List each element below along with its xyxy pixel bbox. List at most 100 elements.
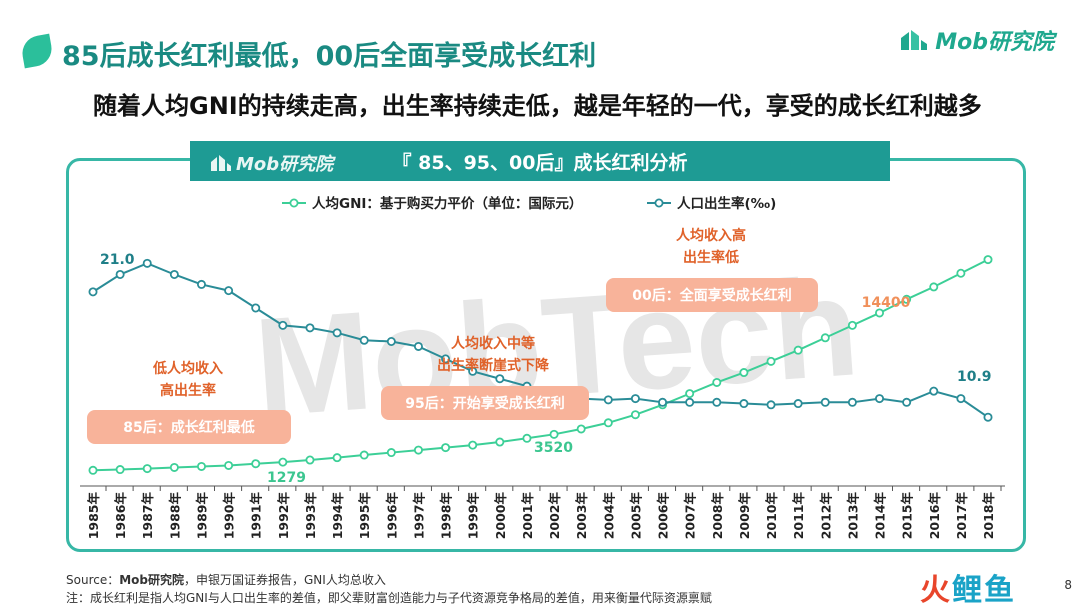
legend-label-birth-rate: 人口出生率(‰) bbox=[677, 195, 776, 212]
x-tick-label: 2003年 bbox=[574, 492, 589, 540]
series-line-gni bbox=[92, 258, 989, 472]
data-point-gni bbox=[332, 453, 342, 463]
x-tick-label: 2015年 bbox=[900, 492, 915, 540]
x-tick-label: 1991年 bbox=[249, 492, 264, 540]
x-tick-label: 1986年 bbox=[113, 492, 128, 540]
chart-title: 『 85、95、00后』成长红利分析 bbox=[190, 141, 890, 181]
data-point-gni bbox=[196, 461, 206, 471]
data-point-gni bbox=[305, 455, 315, 465]
data-point-gni bbox=[956, 268, 966, 278]
data-point-birth-rate bbox=[441, 354, 451, 364]
data-point-birth-rate bbox=[685, 397, 695, 407]
chart-watermark: Mob研究院 bbox=[210, 150, 333, 176]
data-point-gni bbox=[251, 459, 261, 469]
annotation-text: 出生率低 bbox=[683, 249, 739, 266]
page-subtitle: 随着人均GNI的持续走高，出生率持续走低，越是年轻的一代，享受的成长红利越多 bbox=[93, 92, 982, 120]
data-point-gni bbox=[603, 418, 613, 428]
x-tick-label: 2002年 bbox=[547, 492, 562, 540]
x-tick-label: 2011年 bbox=[791, 492, 806, 540]
x-tick-label: 1996年 bbox=[384, 492, 399, 540]
data-label: 10.9 bbox=[957, 369, 992, 385]
x-tick-label: 2009年 bbox=[737, 492, 752, 540]
data-point-birth-rate bbox=[251, 303, 261, 313]
annotation-callout-box bbox=[606, 278, 818, 312]
data-point-birth-rate bbox=[305, 323, 315, 333]
data-point-birth-rate bbox=[468, 366, 478, 376]
x-tick-label: 2007年 bbox=[683, 492, 698, 540]
brand-building-icon bbox=[901, 30, 928, 50]
x-tick-label: 1985年 bbox=[86, 492, 101, 540]
legend-label-gni: 人均GNI：基于购买力平价（单位：国际元） bbox=[312, 195, 582, 212]
chart-watermark-text: Mob研究院 bbox=[236, 154, 334, 175]
x-tick-label: 1998年 bbox=[439, 492, 454, 540]
x-tick-label: 2005年 bbox=[628, 492, 643, 540]
data-point-gni bbox=[522, 433, 532, 443]
data-point-birth-rate bbox=[793, 399, 803, 409]
annotation-callout-text: 85后：成长红利最低 bbox=[123, 419, 254, 436]
annotation-callout-box bbox=[87, 410, 291, 444]
data-point-birth-rate bbox=[739, 399, 749, 409]
data-point-gni bbox=[576, 424, 586, 434]
source-line: Source：Mob研究院，申银万国证券报告，GNI人均总收入 bbox=[66, 571, 386, 588]
data-point-birth-rate bbox=[902, 397, 912, 407]
data-point-birth-rate bbox=[196, 279, 206, 289]
legend-marker-birth-rate bbox=[654, 198, 664, 208]
data-point-gni bbox=[983, 255, 993, 265]
data-point-birth-rate bbox=[332, 328, 342, 338]
data-point-gni bbox=[929, 282, 939, 292]
source-label: Source： bbox=[66, 573, 120, 587]
data-point-gni bbox=[630, 410, 640, 420]
x-tick-label: 1994年 bbox=[330, 492, 345, 540]
data-label: 21.0 bbox=[100, 252, 135, 268]
annotation-callout-text: 00后：全面享受成长红利 bbox=[632, 287, 791, 304]
data-point-birth-rate bbox=[278, 320, 288, 330]
corner-brand-a: 火 bbox=[920, 573, 952, 608]
data-point-gni bbox=[820, 333, 830, 343]
data-label: 14400 bbox=[862, 295, 911, 311]
data-point-gni bbox=[169, 462, 179, 472]
data-point-gni bbox=[875, 308, 885, 318]
page-number: 8 bbox=[1064, 578, 1072, 592]
data-point-birth-rate bbox=[413, 341, 423, 351]
x-tick-label: 1990年 bbox=[222, 492, 237, 540]
x-tick-label: 1988年 bbox=[167, 492, 182, 540]
data-point-birth-rate bbox=[820, 397, 830, 407]
brand-name: Mob研究院 bbox=[935, 30, 1054, 55]
annotation-text: 高出生率 bbox=[160, 382, 216, 399]
x-tick-label: 1987年 bbox=[140, 492, 155, 540]
data-point-birth-rate bbox=[766, 400, 776, 410]
annotation-callout-box bbox=[381, 386, 589, 420]
source-rest: ，申银万国证券报告，GNI人均总收入 bbox=[184, 573, 386, 587]
data-point-birth-rate bbox=[142, 258, 152, 268]
legend-marker-gni bbox=[289, 198, 299, 208]
data-point-gni bbox=[441, 443, 451, 453]
x-tick-label: 1993年 bbox=[303, 492, 318, 540]
data-point-birth-rate bbox=[88, 287, 98, 297]
data-point-gni bbox=[142, 464, 152, 474]
data-point-gni bbox=[739, 368, 749, 378]
x-tick-label: 2010年 bbox=[764, 492, 779, 540]
x-tick-label: 2000年 bbox=[493, 492, 508, 540]
data-point-birth-rate bbox=[224, 286, 234, 296]
data-point-birth-rate bbox=[956, 394, 966, 404]
brand-logo: Mob研究院 bbox=[899, 24, 1054, 56]
x-tick-label: 1995年 bbox=[357, 492, 372, 540]
data-point-gni bbox=[468, 440, 478, 450]
data-point-gni bbox=[278, 457, 288, 467]
data-point-gni bbox=[495, 437, 505, 447]
data-point-gni bbox=[685, 389, 695, 399]
data-point-gni bbox=[224, 460, 234, 470]
x-tick-label: 1999年 bbox=[466, 492, 481, 540]
data-point-birth-rate bbox=[658, 397, 668, 407]
corner-brand-b: 鲤鱼 bbox=[952, 573, 1016, 608]
footnote: 注：成长红利是指人均GNI与人口出生率的差值，即父辈财富创造能力与子代资源竞争格… bbox=[66, 591, 712, 605]
x-tick-label: 2006年 bbox=[656, 492, 671, 540]
page-title: 85后成长红利最低，00后全面享受成长红利 bbox=[62, 41, 597, 72]
x-tick-label: 2013年 bbox=[845, 492, 860, 540]
data-point-gni bbox=[793, 345, 803, 355]
data-point-birth-rate bbox=[359, 335, 369, 345]
watermark-building-icon bbox=[211, 155, 231, 171]
data-point-birth-rate bbox=[386, 336, 396, 346]
x-tick-label: 2016年 bbox=[927, 492, 942, 540]
